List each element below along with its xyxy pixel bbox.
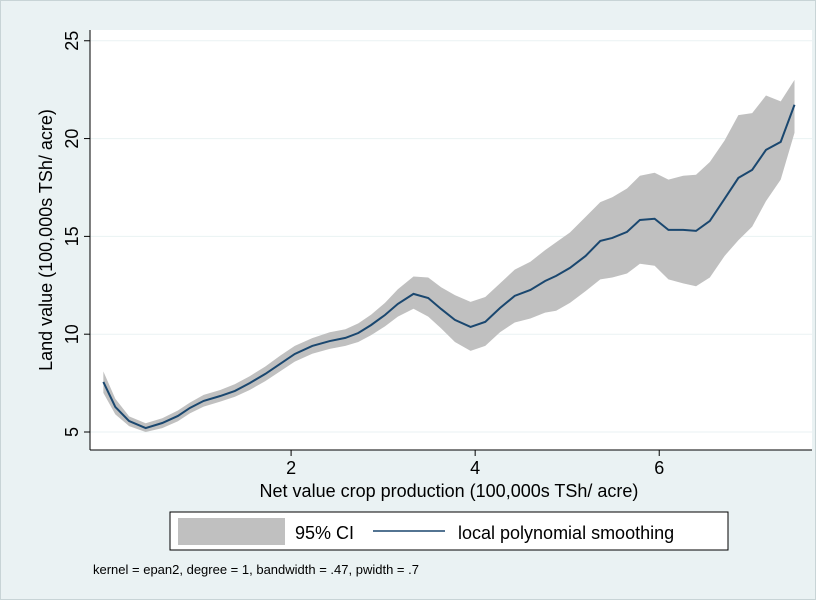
note: kernel = epan2, degree = 1, bandwidth = … xyxy=(93,562,419,577)
ci-band xyxy=(103,79,795,433)
y-tick-label: 10 xyxy=(62,324,82,344)
line xyxy=(102,104,796,430)
x-tick-label: 4 xyxy=(470,458,480,478)
y-tick-label: 5 xyxy=(62,427,82,437)
x-tick-label: 6 xyxy=(654,458,664,478)
legend-label: 95% CI xyxy=(295,523,354,543)
y-axis-title: Land value (100,000s TSh/ acre) xyxy=(36,109,56,371)
legend-swatch xyxy=(178,518,285,545)
x-tick-label: 2 xyxy=(286,458,296,478)
y-tick-label: 25 xyxy=(62,31,82,51)
y-tick-label: 15 xyxy=(62,226,82,246)
y-tick-label: 20 xyxy=(62,129,82,149)
plot xyxy=(90,40,812,433)
x-axis-title: Net value crop production (100,000s TSh/… xyxy=(260,481,639,501)
legend-label: local polynomial smoothing xyxy=(458,523,674,543)
